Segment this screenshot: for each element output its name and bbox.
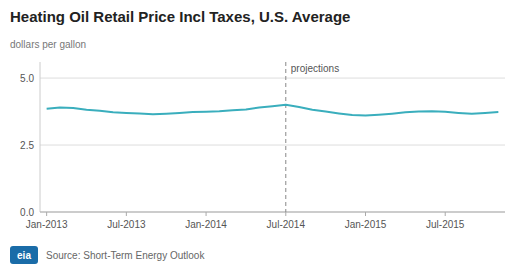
grid-line [40,78,505,79]
grid-line [40,145,505,146]
x-tick [126,212,127,216]
x-tick [285,212,286,216]
chart: Heating Oil Retail Price Incl Taxes, U.S… [0,0,521,270]
y-tick-label: 5.0 [20,73,34,84]
price-line [47,105,499,116]
x-tick [46,212,47,216]
logo-text: eia [17,250,31,261]
x-tick-label: Jan-2013 [26,219,68,230]
x-tick [365,212,366,216]
x-tick-label: Jan-2015 [345,219,387,230]
y-axis-label: dollars per gallon [10,39,86,50]
projection-line [285,62,286,212]
x-tick [445,212,446,216]
source: Source: Short-Term Energy Outlook [46,250,205,261]
x-tick-label: Jul-2015 [426,219,465,230]
x-tick-label: Jan-2014 [185,219,227,230]
y-axis-line [40,62,41,212]
x-axis-line [40,212,505,213]
grid-line [40,212,505,213]
logo: eia [10,246,38,264]
x-tick-label: Jul-2013 [107,219,146,230]
y-tick-label: 0.0 [20,207,34,218]
x-tick [206,212,207,216]
logo-box [10,246,38,264]
x-tick-label: Jul-2014 [267,219,306,230]
plot-area [47,62,499,212]
annotation: projections [291,63,339,74]
title: Heating Oil Retail Price Incl Taxes, U.S… [10,8,350,25]
y-tick-label: 2.5 [20,140,34,151]
